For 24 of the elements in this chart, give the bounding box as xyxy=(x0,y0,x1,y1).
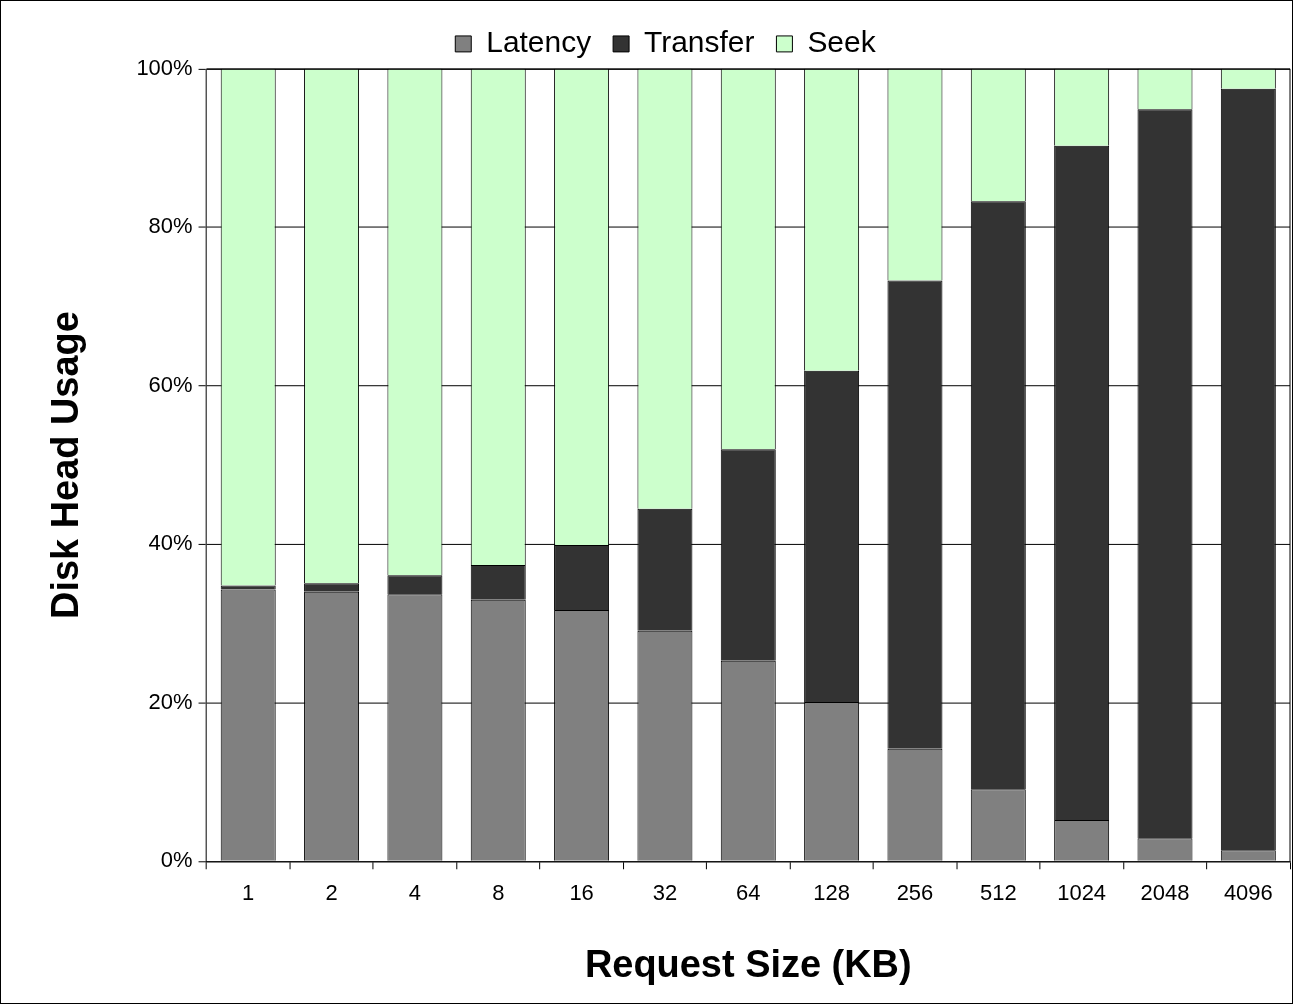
x-tick-label: 1 xyxy=(242,880,255,906)
y-tick-label: 60% xyxy=(148,371,193,397)
y-axis-title: Disk Head Usage xyxy=(44,311,87,619)
legend-label: Transfer xyxy=(644,25,755,59)
x-tick-label: 128 xyxy=(813,880,850,906)
y-tick-label: 20% xyxy=(148,688,193,714)
y-tick-label: 100% xyxy=(136,54,193,80)
x-tick-label: 4096 xyxy=(1223,880,1273,906)
x-tick-label: 64 xyxy=(736,880,761,906)
x-tick-label: 32 xyxy=(652,880,678,906)
x-axis-title: Request Size (KB) xyxy=(584,942,912,985)
x-tick-label: 16 xyxy=(569,880,594,906)
x-tick-label: 512 xyxy=(979,880,1017,906)
y-tick-label: 80% xyxy=(148,213,193,239)
x-tick-label: 2048 xyxy=(1140,880,1190,906)
legend-label: Seek xyxy=(807,25,877,59)
x-tick-label: 4 xyxy=(408,880,422,906)
y-tick-label: 40% xyxy=(148,530,193,556)
x-tick-label: 256 xyxy=(896,880,934,906)
legend-label: Latency xyxy=(486,25,592,59)
x-tick-label: 1024 xyxy=(1057,880,1107,906)
x-tick-label: 2 xyxy=(325,880,338,906)
x-tick-label: 8 xyxy=(492,880,505,906)
y-tick-label: 0% xyxy=(160,847,193,873)
